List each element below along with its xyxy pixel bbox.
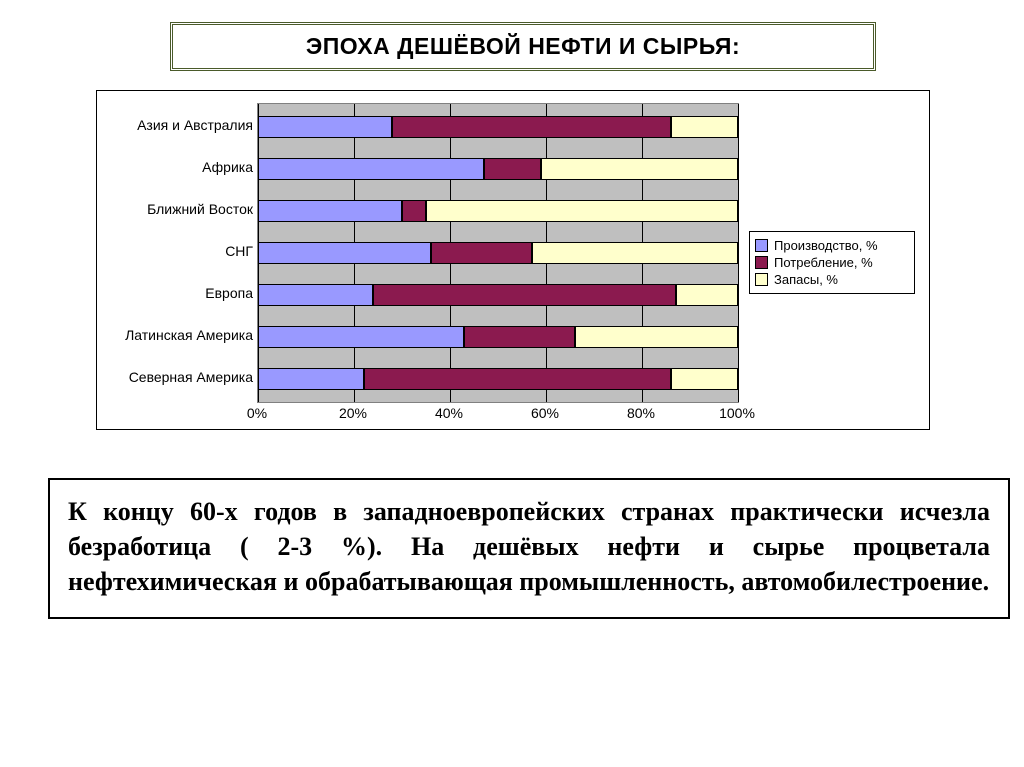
y-axis-label: СНГ: [103, 243, 253, 259]
legend-swatch: [755, 239, 768, 252]
bar-segment-production: [258, 116, 392, 138]
bar-segment-reserves: [671, 368, 738, 390]
legend-label: Производство, %: [774, 238, 878, 253]
bar-segment-consumption: [484, 158, 542, 180]
bar-segment-production: [258, 200, 402, 222]
bar-row: [258, 326, 738, 348]
legend-label: Потребление, %: [774, 255, 873, 270]
y-axis-label: Северная Америка: [103, 369, 253, 385]
y-axis-label: Азия и Австралия: [103, 117, 253, 133]
bar-segment-production: [258, 368, 364, 390]
bar-row: [258, 368, 738, 390]
bar-segment-production: [258, 326, 464, 348]
body-paragraph: К концу 60-х годов в западноевропейских …: [48, 478, 1010, 619]
body-text-content: К концу 60-х годов в западноевропейских …: [68, 497, 990, 596]
y-axis-label: Европа: [103, 285, 253, 301]
legend-item: Потребление, %: [755, 255, 909, 270]
x-tick-label: 60%: [525, 405, 565, 421]
bar-segment-consumption: [402, 200, 426, 222]
legend-swatch: [755, 256, 768, 269]
bar-segment-production: [258, 158, 484, 180]
bar-segment-reserves: [676, 284, 738, 306]
y-axis-label: Латинская Америка: [103, 327, 253, 343]
bar-row: [258, 284, 738, 306]
chart-container: Производство, % Потребление, % Запасы, % 0…: [96, 90, 930, 430]
plot-area: [257, 103, 739, 403]
y-axis-label: Ближний Восток: [103, 201, 253, 217]
bar-segment-consumption: [464, 326, 574, 348]
bar-segment-consumption: [431, 242, 532, 264]
bar-segment-consumption: [373, 284, 675, 306]
legend-label: Запасы, %: [774, 272, 838, 287]
x-tick-label: 0%: [237, 405, 277, 421]
page-title: ЭПОХА ДЕШЁВОЙ НЕФТИ И СЫРЬЯ:: [170, 22, 876, 71]
bar-segment-reserves: [541, 158, 738, 180]
x-tick-label: 40%: [429, 405, 469, 421]
bar-row: [258, 200, 738, 222]
bar-segment-production: [258, 242, 431, 264]
bar-segment-reserves: [575, 326, 738, 348]
x-tick-label: 100%: [717, 405, 757, 421]
legend-item: Запасы, %: [755, 272, 909, 287]
y-axis-label: Африка: [103, 159, 253, 175]
x-tick-label: 80%: [621, 405, 661, 421]
bar-segment-consumption: [392, 116, 670, 138]
bar-segment-reserves: [671, 116, 738, 138]
x-tick-label: 20%: [333, 405, 373, 421]
legend-swatch: [755, 273, 768, 286]
bar-row: [258, 242, 738, 264]
bar-segment-reserves: [426, 200, 738, 222]
bar-row: [258, 116, 738, 138]
bar-segment-production: [258, 284, 373, 306]
gridline: [738, 104, 739, 402]
bar-segment-reserves: [532, 242, 738, 264]
bar-segment-consumption: [364, 368, 671, 390]
title-text: ЭПОХА ДЕШЁВОЙ НЕФТИ И СЫРЬЯ:: [306, 33, 740, 59]
bar-row: [258, 158, 738, 180]
legend-item: Производство, %: [755, 238, 909, 253]
legend: Производство, % Потребление, % Запасы, %: [749, 231, 915, 294]
